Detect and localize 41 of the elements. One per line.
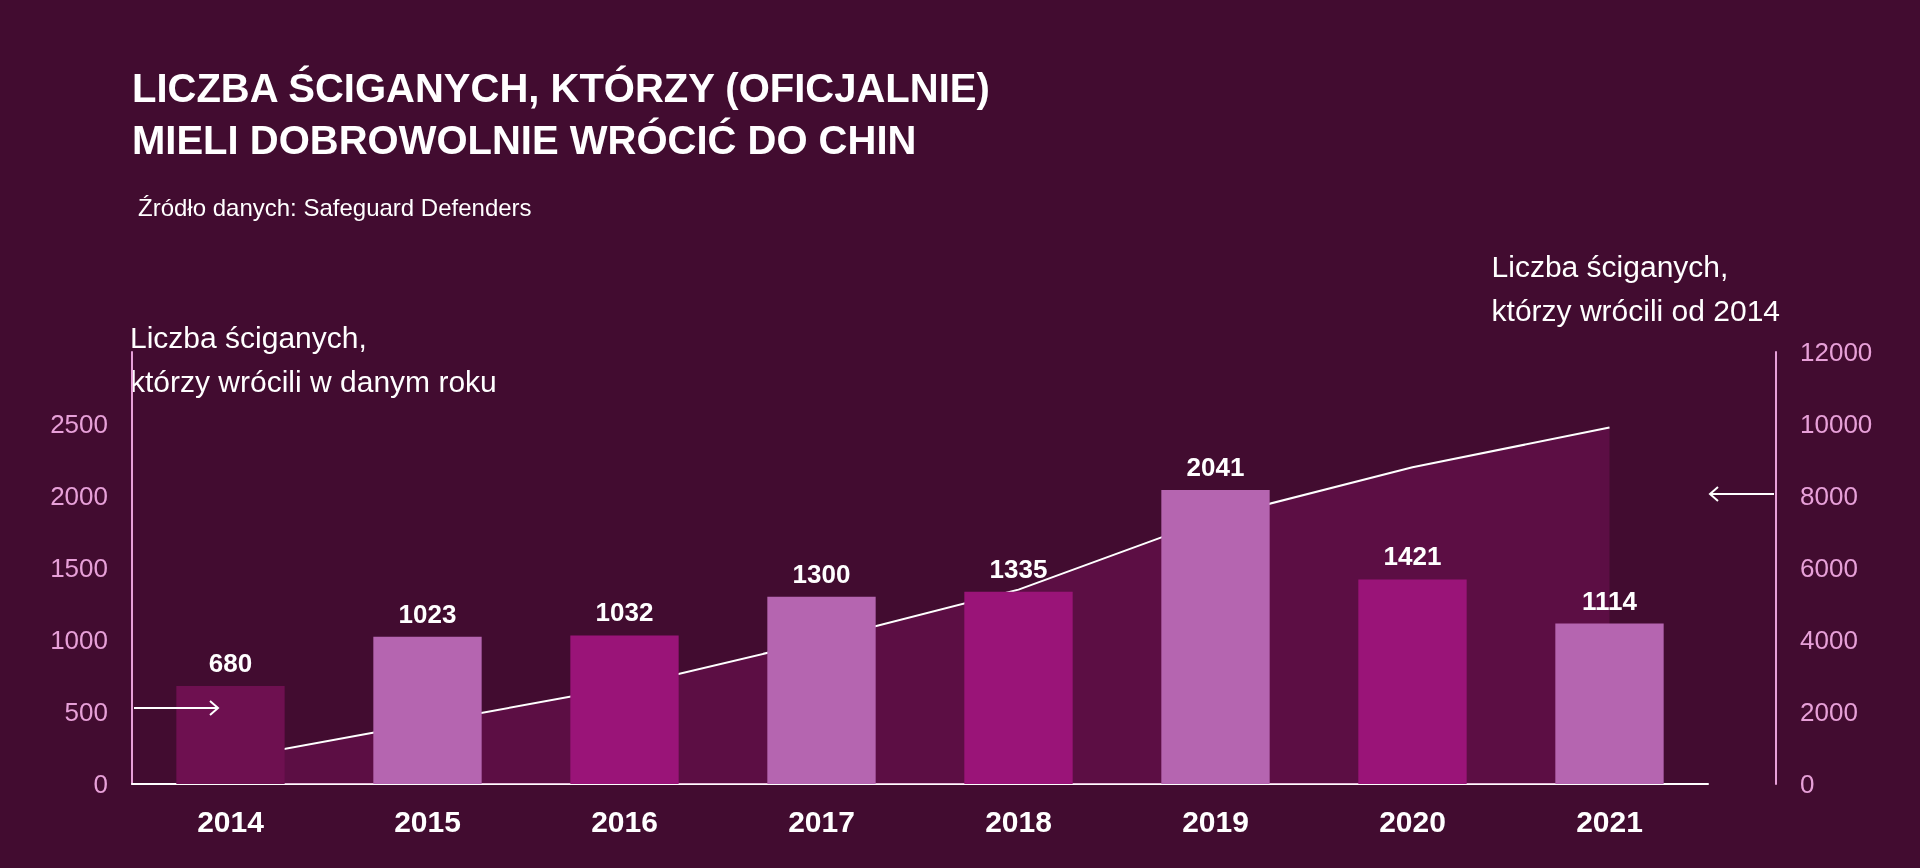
data-label: 2041 (1186, 452, 1245, 483)
x-tick-label: 2017 (788, 804, 855, 838)
data-label: 1032 (595, 597, 654, 628)
y-axis-title: Liczba ściganych, którzy wrócili w danym roku (130, 320, 497, 398)
data-label: 1023 (398, 598, 457, 629)
chart-title: LICZBA ŚCIGANYCH, KTÓRZY (OFICJALNIE) MIELI DOBROWOLNIE WRÓCIĆ DO CHIN (132, 65, 990, 162)
y2-tick-label: 6000 (1800, 553, 1858, 583)
y-tick-label: 0 (93, 769, 108, 799)
y2-tick-label: 0 (1800, 769, 1815, 799)
x-tick-label: 2018 (985, 804, 1052, 838)
bar (767, 596, 876, 784)
y2-tick-label: 2000 (1800, 697, 1858, 727)
data-label: 1335 (989, 553, 1048, 584)
data-label: 1421 (1383, 541, 1442, 572)
y2-axis-title: Liczba ściganych, którzy wrócili od 2014 (1491, 249, 1781, 327)
bar (176, 686, 285, 784)
data-label: 680 (208, 648, 253, 679)
bar (964, 591, 1073, 784)
bar (1358, 579, 1467, 784)
x-tick-label: 2019 (1182, 804, 1249, 838)
y2-tick-label: 12000 (1800, 337, 1873, 367)
y-tick-label: 2500 (50, 409, 108, 439)
x-tick-label: 2015 (394, 804, 461, 838)
x-tick-label: 2020 (1379, 804, 1446, 838)
bar (570, 635, 679, 784)
x-tick-label: 2014 (197, 804, 265, 838)
data-label: 1114 (1582, 585, 1638, 616)
x-tick-label: 2016 (591, 804, 658, 838)
x-tick-label: 2021 (1576, 804, 1643, 838)
y-tick-label: 1500 (50, 553, 108, 583)
y-tick-label: 500 (64, 697, 108, 727)
y-tick-label: 1000 (50, 625, 108, 655)
y2-tick-label: 4000 (1800, 625, 1858, 655)
text: Źródło danych: Safeguard Defenders (138, 193, 532, 221)
bar (1161, 490, 1270, 784)
bar (1555, 623, 1664, 784)
y2-tick-label: 8000 (1800, 481, 1858, 511)
y2-tick-label: 10000 (1800, 409, 1873, 439)
y-tick-label: 2000 (50, 481, 108, 511)
bar (373, 636, 482, 784)
data-label: 1300 (792, 558, 851, 589)
